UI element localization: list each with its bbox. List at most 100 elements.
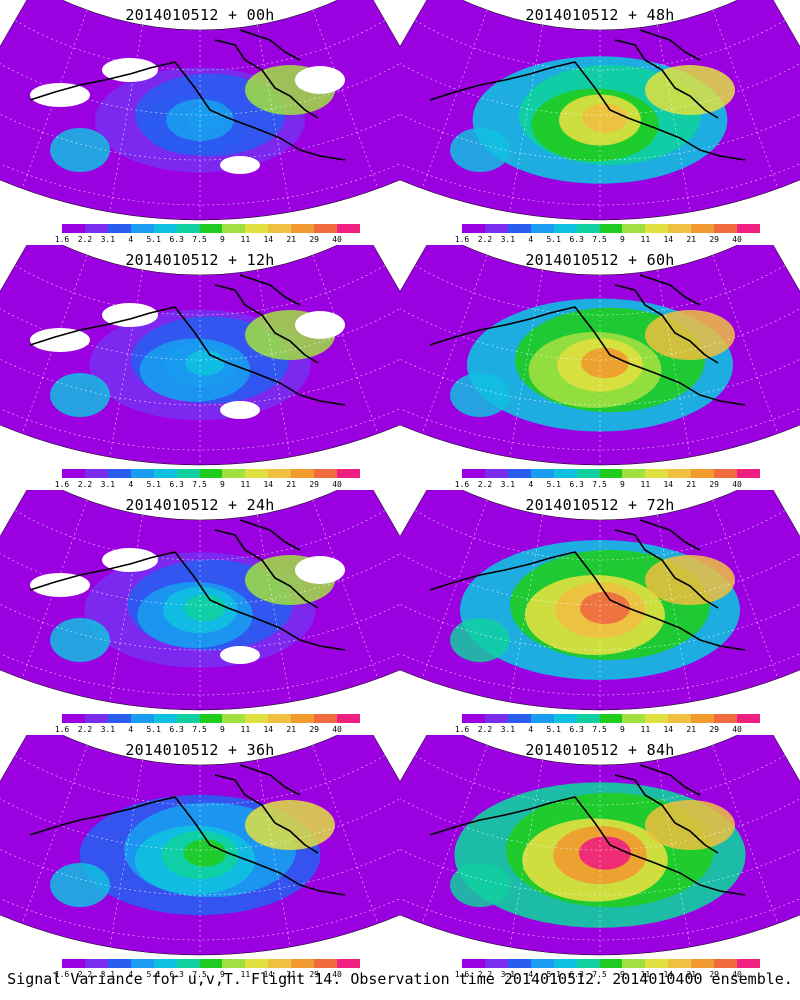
graticule-line <box>400 794 800 851</box>
panel-title: 2014010512 + 72h <box>525 496 675 514</box>
graticule-line <box>257 514 291 703</box>
colorbar-tick-label: 2.2 <box>477 480 493 489</box>
colorbar-labels: 1.6 2.2 3.1 4 5.1 6.3 7.5 9 11 14 21 29 40 <box>55 480 367 490</box>
colorbar-swatch <box>84 469 108 478</box>
graticule-line <box>400 872 800 941</box>
colorbar-swatch <box>176 959 200 968</box>
coastline <box>29 764 346 896</box>
colorbar-tick-label: 4 <box>128 725 134 734</box>
colorbar-swatch <box>245 959 269 968</box>
colorbar-swatch <box>337 469 360 478</box>
graticule-line <box>421 744 488 924</box>
map-panel: 2014010512 + 00h 1.6 2.2 3.1 4 5.1 6.3 7.5 9 11 14… <box>0 0 400 245</box>
graticule-line <box>400 343 800 406</box>
missing-data-patch <box>295 66 345 94</box>
colorbar-swatch <box>291 714 315 723</box>
colorbar-swatch <box>222 224 246 233</box>
colorbar-tick-label: 7.5 <box>592 480 607 489</box>
colorbar-swatch <box>507 469 531 478</box>
map-panel: 2014010512 + 24h 1.6 2.2 3.1 4 5.1 6.3 7.5 9 11 14… <box>0 490 400 735</box>
colorbar-tick-label: 14 <box>663 725 674 734</box>
graticule-line <box>400 382 800 451</box>
colorbar-tick-label: 40 <box>332 480 342 489</box>
colorbar-tick-label: 5.1 <box>146 480 161 489</box>
colorbar-tick-label: 21 <box>286 480 297 489</box>
map-plot <box>0 490 400 711</box>
variance-contour <box>50 128 110 172</box>
colorbar-swatch <box>737 469 760 478</box>
variance-contour <box>581 347 629 379</box>
colorbar-tick-label: 3.1 <box>500 970 516 979</box>
colorbar-swatch <box>62 469 85 478</box>
colorbar-swatch <box>222 959 246 968</box>
colorbar-tick-label: 11 <box>640 480 651 489</box>
colorbar-swatch <box>484 959 508 968</box>
missing-data-patch <box>102 548 158 572</box>
colorbar-tick-label: 5.1 <box>146 235 161 244</box>
colorbar-swatch <box>462 714 485 723</box>
colorbar-swatch <box>337 224 360 233</box>
colorbar-swatch <box>507 959 531 968</box>
coastline <box>429 29 746 161</box>
variance-contour <box>450 128 510 172</box>
colorbar-tick-label: 11 <box>640 725 651 734</box>
colorbar-tick-label: 5.1 <box>546 480 561 489</box>
graticule-line <box>657 24 691 213</box>
graticule-line <box>21 499 88 679</box>
colorbar-tick-label: 6.3 <box>169 970 184 979</box>
map-plot <box>400 245 800 466</box>
colorbar-swatch <box>245 714 269 723</box>
colorbar-tick-label: 9 <box>220 235 225 244</box>
colorbar-tick-label: 29 <box>309 725 319 734</box>
graticule-line <box>657 759 691 948</box>
colorbar-swatch <box>199 224 223 233</box>
colorbar-tick-label: 21 <box>686 970 697 979</box>
colorbar-tick-label: 7.5 <box>192 725 207 734</box>
colorbar-tick-label: 6.3 <box>169 235 184 244</box>
missing-data-patch <box>30 573 90 597</box>
colorbar-swatch <box>107 714 131 723</box>
colorbar-tick-label: 2.2 <box>77 480 93 489</box>
colorbar-swatch <box>291 224 315 233</box>
colorbar-tick-label: 14 <box>263 725 274 734</box>
map-plot <box>400 490 800 711</box>
colorbar-tick-label: 9 <box>620 725 625 734</box>
colorbar-tick-label: 9 <box>220 725 225 734</box>
colorbar-swatch <box>153 224 177 233</box>
colorbar-swatch <box>668 959 692 968</box>
figure-caption: Signal Variance for u,v,T. Flight 14. Ob… <box>7 970 793 988</box>
colorbar-swatch <box>84 224 108 233</box>
colorbar-labels: 1.6 2.2 3.1 4 5.1 6.3 7.5 9 11 14 21 29 40 <box>455 480 767 490</box>
graticule-line <box>400 627 800 696</box>
graticule-line <box>21 744 88 924</box>
map-panel: 2014010512 + 72h 1.6 2.2 3.1 4 5.1 6.3 7.5 9 11 14… <box>400 490 800 735</box>
colorbar-tick-label: 5.1 <box>546 970 561 979</box>
colorbar-tick-label: 5.1 <box>146 970 161 979</box>
colorbar-tick-label: 14 <box>263 970 274 979</box>
colorbar-tick-label: 21 <box>686 725 697 734</box>
colorbar-swatch <box>199 959 223 968</box>
colorbar-swatch <box>484 224 508 233</box>
variance-contour <box>450 373 510 417</box>
colorbar-tick-label: 2.2 <box>477 970 493 979</box>
map-domain-outline <box>400 735 800 956</box>
variance-contour <box>245 800 335 850</box>
colorbar-tick-label: 29 <box>709 480 719 489</box>
colorbar-tick-label: 6.3 <box>169 725 184 734</box>
colorbar-swatch <box>222 469 246 478</box>
colorbar-swatch <box>553 224 577 233</box>
colorbar-tick-label: 21 <box>286 235 297 244</box>
colorbar-swatch <box>291 469 315 478</box>
graticule-line <box>0 137 400 206</box>
variance-contour <box>186 106 224 130</box>
map-plot <box>400 735 800 956</box>
variance-contour <box>185 350 225 376</box>
colorbar-tick-label: 14 <box>663 970 674 979</box>
colorbar-swatch <box>176 224 200 233</box>
colorbar-swatch <box>576 959 600 968</box>
colorbar-tick-label: 7.5 <box>192 235 207 244</box>
colorbar-tick-label: 3.1 <box>100 970 116 979</box>
colorbar-swatch <box>691 714 715 723</box>
panel-title: 2014010512 + 12h <box>125 251 275 269</box>
